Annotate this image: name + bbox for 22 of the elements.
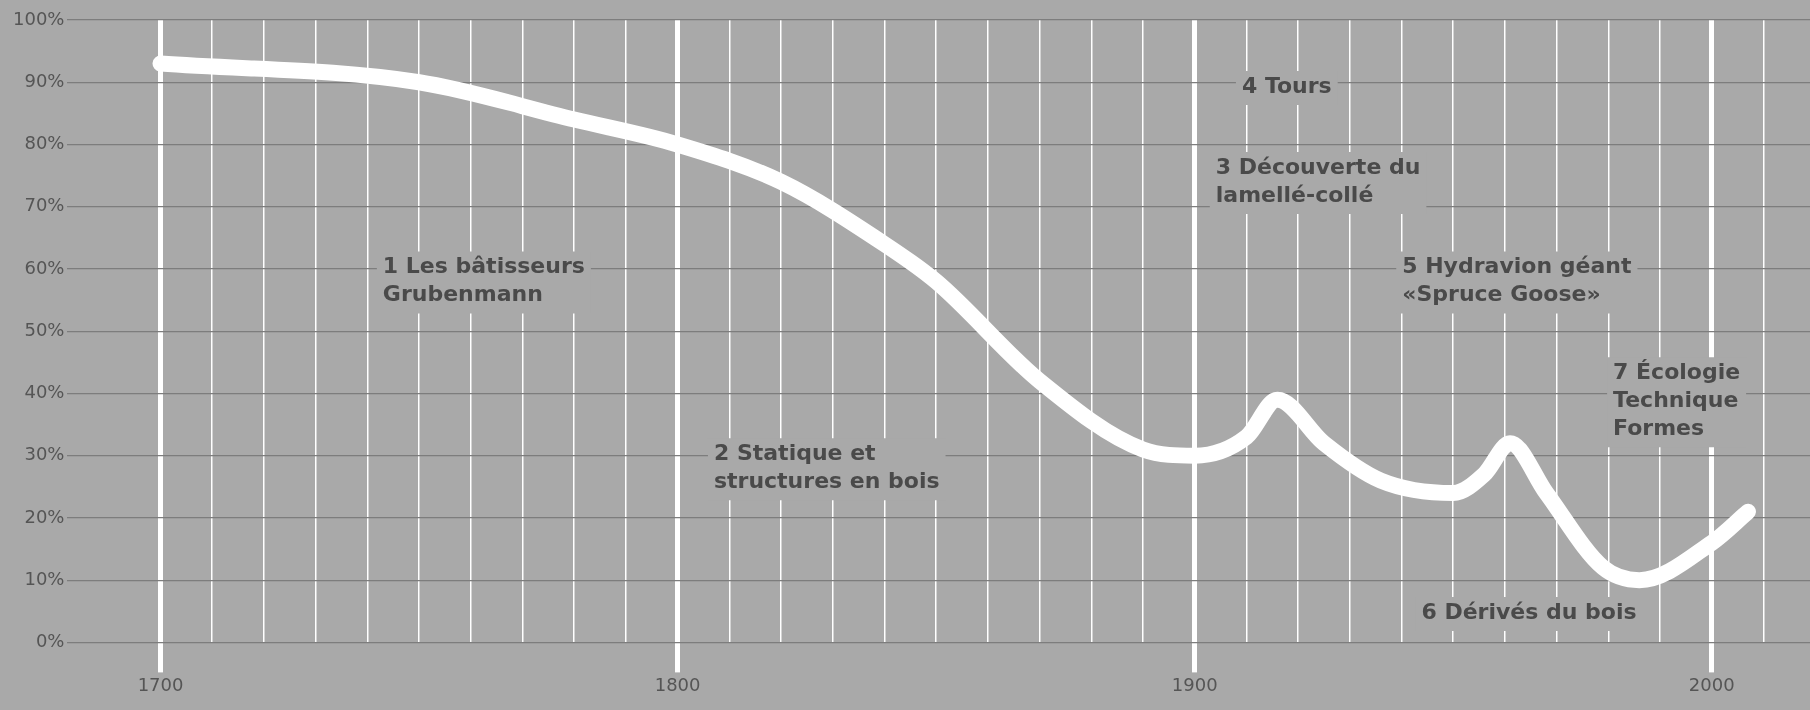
annotation: 5 Hydravion géant «Spruce Goose» bbox=[1402, 253, 1632, 307]
y-tick-label: 0% bbox=[35, 630, 65, 652]
annotation: 3 Découverte du lamellé-collé bbox=[1215, 153, 1421, 207]
y-tick-label: 60% bbox=[24, 256, 65, 278]
annotation: 2 Statique et structures en bois bbox=[713, 439, 940, 493]
y-tick-label: 90% bbox=[24, 69, 65, 91]
y-tick-label: 80% bbox=[24, 132, 65, 154]
y-tick-label: 30% bbox=[24, 443, 65, 465]
annotation: 6 Dérivés du bois bbox=[1421, 598, 1637, 624]
x-tick-label: 1800 bbox=[654, 673, 701, 695]
x-tick-label: 1900 bbox=[1171, 673, 1218, 695]
y-tick-label: 100% bbox=[12, 7, 65, 29]
x-tick-label: 1700 bbox=[137, 673, 184, 695]
y-tick-label: 50% bbox=[24, 318, 65, 340]
y-tick-label: 10% bbox=[24, 567, 65, 589]
y-tick-label: 20% bbox=[24, 505, 65, 527]
annotation: 1 Les bâtisseurs Grubenmann bbox=[382, 253, 585, 307]
x-tick-label: 2000 bbox=[1688, 673, 1735, 695]
annotation: 4 Tours bbox=[1241, 72, 1332, 98]
annotation: 7 Écologie Technique Formes bbox=[1613, 359, 1741, 441]
y-tick-label: 70% bbox=[24, 194, 65, 216]
y-tick-label: 40% bbox=[24, 381, 65, 403]
